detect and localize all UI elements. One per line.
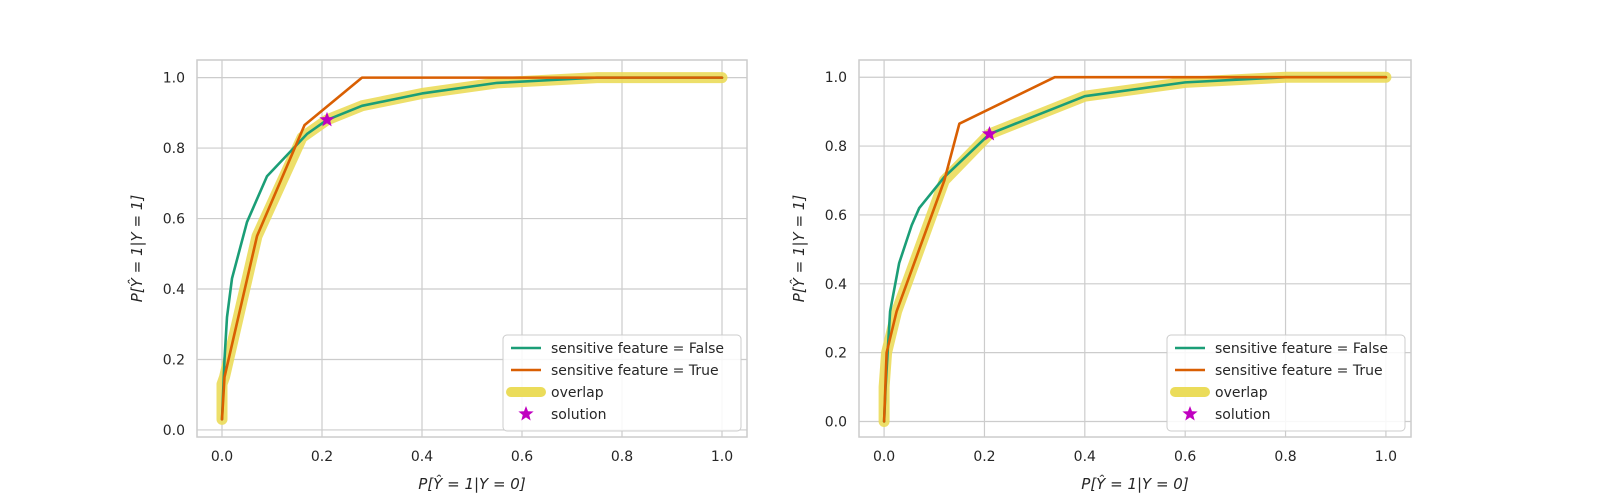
x-tick-label: 1.0 (711, 449, 733, 465)
x-tick-label: 0.8 (611, 449, 633, 465)
y-axis-label: P[Ŷ = 1|Y = 1] (789, 195, 808, 303)
y-tick-label: 1.0 (825, 70, 847, 86)
x-tick-label: 0.2 (973, 449, 995, 465)
y-tick-label: 0.8 (163, 141, 185, 157)
legend-label: sensitive feature = False (551, 341, 724, 357)
gridlines (859, 60, 1411, 437)
legend-label: solution (1215, 407, 1270, 423)
legend-item: solution (518, 406, 606, 423)
y-tick-label: 0.6 (825, 208, 847, 224)
tick-labels: 0.0 0.2 0.4 0.6 0.8 1.0 0.0 0.2 0.4 0.6 0.8 1.0 (825, 70, 1397, 465)
x-tick-label: 0.0 (211, 449, 233, 465)
y-tick-label: 0.0 (163, 423, 185, 439)
legend-label: overlap (551, 385, 604, 401)
y-tick-label: 0.6 (163, 212, 185, 228)
x-tick-label: 0.6 (511, 449, 533, 465)
legend-box (502, 334, 742, 432)
legend-box (1166, 334, 1406, 432)
legend-item: solution (1182, 406, 1270, 423)
y-tick-label: 1.0 (163, 71, 185, 87)
solution-marker-star (981, 126, 998, 141)
y-tick-label: 0.0 (825, 415, 847, 431)
legend-item: sensitive feature = False (511, 341, 724, 357)
x-tick-label: 0.8 (1274, 449, 1296, 465)
series-line-sensitive-feature-false (220, 76, 724, 421)
tick-labels: 0.0 0.2 0.4 0.6 0.8 1.0 0.0 0.2 0.4 0.6 0.8 1.0 (163, 71, 733, 465)
series-line-sensitive-feature-true (220, 76, 724, 421)
legend-label: sensitive feature = True (1215, 363, 1383, 379)
x-tick-label: 0.4 (1074, 449, 1096, 465)
legend-label: sensitive feature = False (1215, 341, 1388, 357)
legend-label: sensitive feature = True (551, 363, 719, 379)
legend: sensitive feature = False sensitive featu… (502, 334, 742, 432)
axes-frame (196, 59, 748, 438)
x-tick-label: 0.2 (311, 449, 333, 465)
series-group (878, 71, 1392, 428)
legend-swatch-star (1182, 406, 1198, 421)
x-tick-label: 0.4 (411, 449, 433, 465)
y-tick-label: 0.8 (825, 139, 847, 155)
legend-swatch-star (518, 406, 534, 421)
solution-marker-star (319, 111, 335, 127)
chart-2: 0.0 0.2 0.4 0.6 0.8 1.0 0.0 0.2 0.4 0.6 0.8 1.0 P[Ŷ … (789, 59, 1412, 493)
y-tick-label: 0.4 (163, 282, 185, 298)
charts-container: 0.0 0.2 0.4 0.6 0.8 1.0 0.0 0.2 0.4 0.6 0.8 1.0 P[Ŷ … (127, 59, 1412, 493)
series-line-sensitive-feature-true (882, 75, 1388, 423)
legend-item: overlap (506, 385, 604, 401)
y-tick-label: 0.2 (825, 346, 847, 362)
y-tick-label: 0.2 (163, 352, 185, 368)
legend-item: sensitive feature = True (511, 363, 719, 379)
legend-item: sensitive feature = False (1175, 341, 1388, 357)
x-tick-label: 0.0 (873, 449, 895, 465)
x-tick-label: 0.6 (1174, 449, 1196, 465)
y-tick-label: 0.4 (825, 277, 847, 293)
legend-item: sensitive feature = True (1175, 363, 1383, 379)
legend: sensitive feature = False sensitive featu… (1166, 334, 1406, 432)
x-axis-label: P[Ŷ = 1|Y = 0] (1081, 474, 1189, 493)
legend-item: overlap (1170, 385, 1268, 401)
x-tick-label: 1.0 (1375, 449, 1397, 465)
axes-frame (858, 59, 1412, 438)
legend-label: overlap (1215, 385, 1268, 401)
x-axis-label: P[Ŷ = 1|Y = 0] (418, 474, 526, 493)
legend-label: solution (551, 407, 606, 423)
chart-1: 0.0 0.2 0.4 0.6 0.8 1.0 0.0 0.2 0.4 0.6 0.8 1.0 P[Ŷ … (127, 59, 748, 493)
y-axis-label: P[Ŷ = 1|Y = 1] (127, 195, 146, 303)
